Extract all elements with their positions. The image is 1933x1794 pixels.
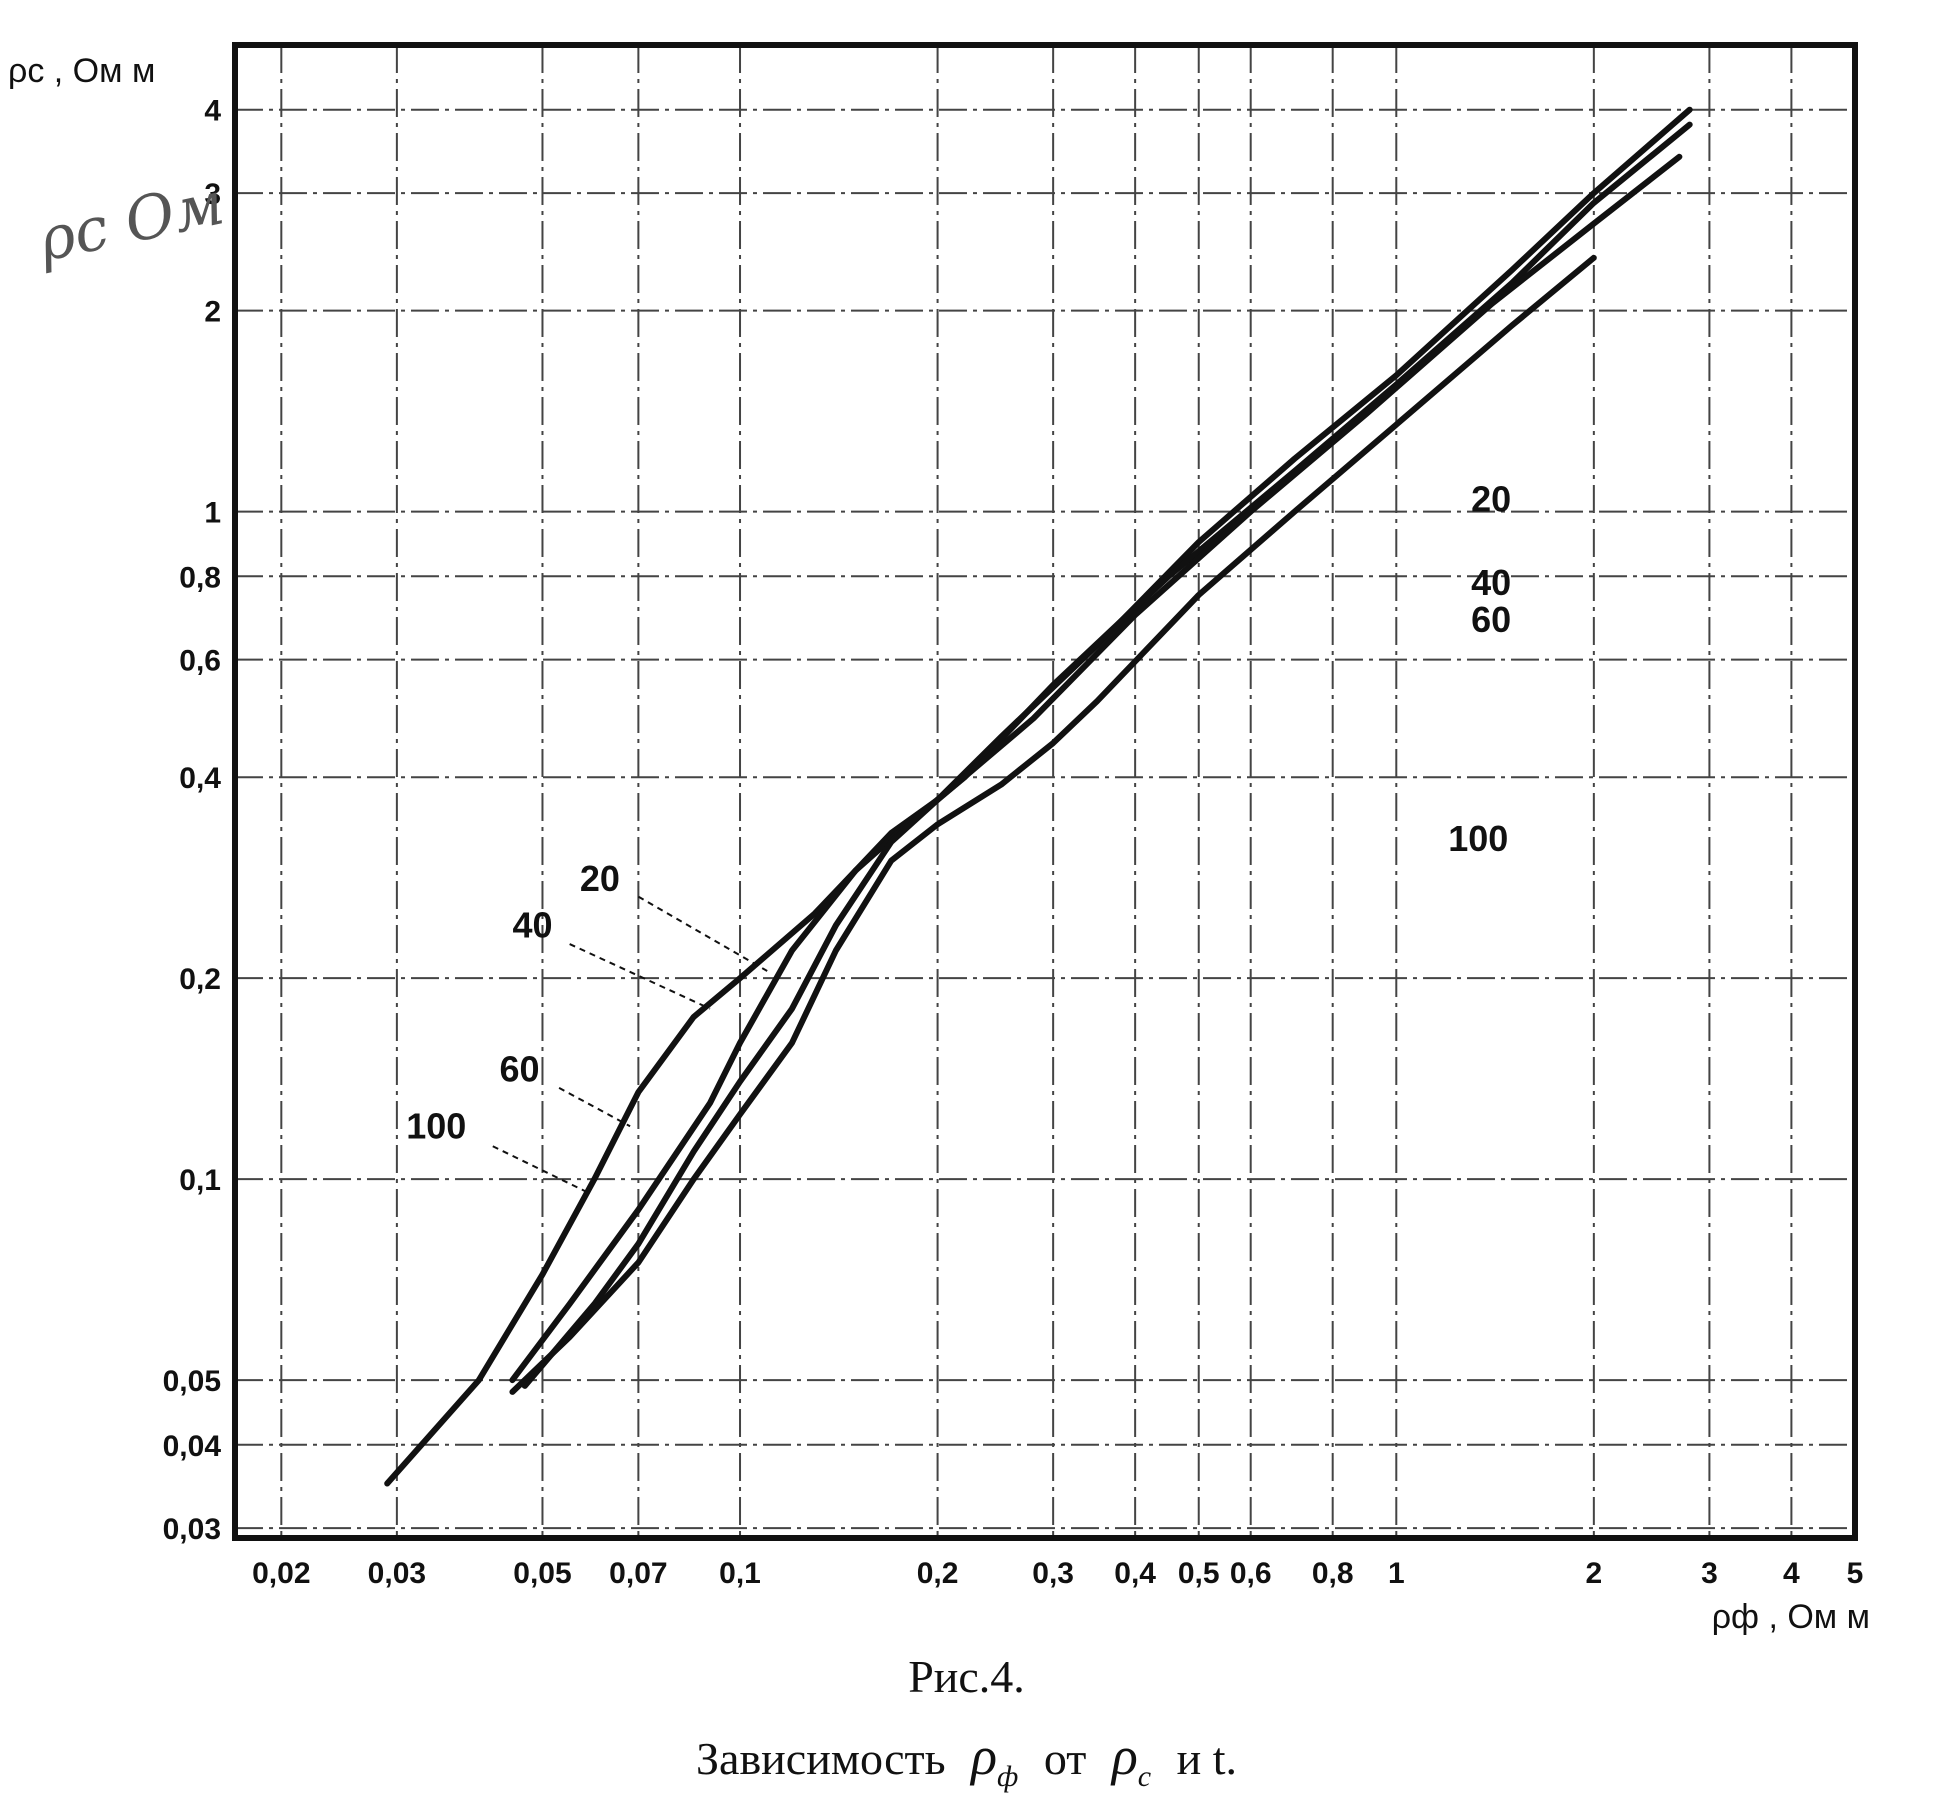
- description-suffix: и t.: [1176, 1733, 1237, 1784]
- curve-label: 40: [512, 905, 552, 946]
- plot-frame: [232, 42, 1858, 1541]
- y-tick-label: 0,2: [179, 963, 221, 996]
- figure-description: Зависимость ρф от ρс и t.: [0, 1725, 1933, 1794]
- label-leader-line: [492, 1145, 586, 1192]
- x-tick-label: 1: [1388, 1557, 1405, 1590]
- series-line-20: [384, 106, 1693, 1487]
- y-tick-label: 0,04: [163, 1430, 222, 1463]
- curve-label: 20: [580, 858, 620, 899]
- y-tick-label: 0,1: [179, 1164, 221, 1197]
- x-axis-label: ρф , Ом м: [1712, 1598, 1870, 1636]
- y-tick-label: 0,05: [163, 1365, 221, 1398]
- x-tick-label: 0,2: [917, 1557, 959, 1590]
- x-tick-label: 4: [1783, 1557, 1800, 1590]
- x-tick-label: 0,5: [1178, 1557, 1220, 1590]
- figure-number: Рис.4.: [908, 1651, 1025, 1702]
- x-tick-label: 2: [1586, 1557, 1603, 1590]
- x-tick-label: 0,05: [513, 1557, 571, 1590]
- label-leader-line: [558, 1086, 631, 1128]
- y-tick-label: 0,4: [179, 762, 221, 795]
- x-tick-label: 0,07: [609, 1557, 667, 1590]
- y-tick-label: 0,6: [179, 645, 221, 678]
- y-axis-label: ρс , Ом м: [8, 52, 155, 90]
- y-tick-label: 0,03: [163, 1513, 221, 1546]
- series-line-60: [521, 153, 1683, 1389]
- y-tick-label: 1: [204, 497, 221, 530]
- x-tick-label: 0,4: [1114, 1557, 1156, 1590]
- label-leader-line: [637, 895, 768, 972]
- symbol-rho-f: ρф: [971, 1726, 1019, 1793]
- curve-label: 20: [1471, 479, 1511, 520]
- x-tick-label: 3: [1701, 1557, 1718, 1590]
- x-tick-label: 0,1: [719, 1557, 761, 1590]
- y-tick-label: 4: [204, 95, 221, 128]
- curve-label: 40: [1471, 562, 1511, 603]
- series-line-40: [509, 121, 1693, 1384]
- y-tick-label: 3: [204, 178, 221, 211]
- description-prefix: Зависимость: [696, 1733, 946, 1784]
- symbol-rho-c: ρс: [1111, 1726, 1152, 1793]
- x-tick-label: 0,02: [252, 1557, 310, 1590]
- y-tick-label: 2: [204, 296, 221, 329]
- x-tick-label: 0,3: [1032, 1557, 1074, 1590]
- x-tick-label: 5: [1847, 1557, 1864, 1590]
- curve-label: 100: [406, 1106, 466, 1147]
- series-line-100: [509, 254, 1597, 1395]
- curve-label: 60: [1471, 599, 1511, 640]
- x-tick-label: 0,6: [1230, 1557, 1272, 1590]
- label-leader-line: [569, 943, 711, 1010]
- curve-label: 60: [499, 1049, 539, 1090]
- x-tick-label: 0,8: [1312, 1557, 1354, 1590]
- curve-label: 100: [1448, 818, 1508, 859]
- x-tick-label: 0,03: [368, 1557, 426, 1590]
- y-tick-label: 0,8: [179, 561, 221, 594]
- description-middle: от: [1043, 1733, 1087, 1784]
